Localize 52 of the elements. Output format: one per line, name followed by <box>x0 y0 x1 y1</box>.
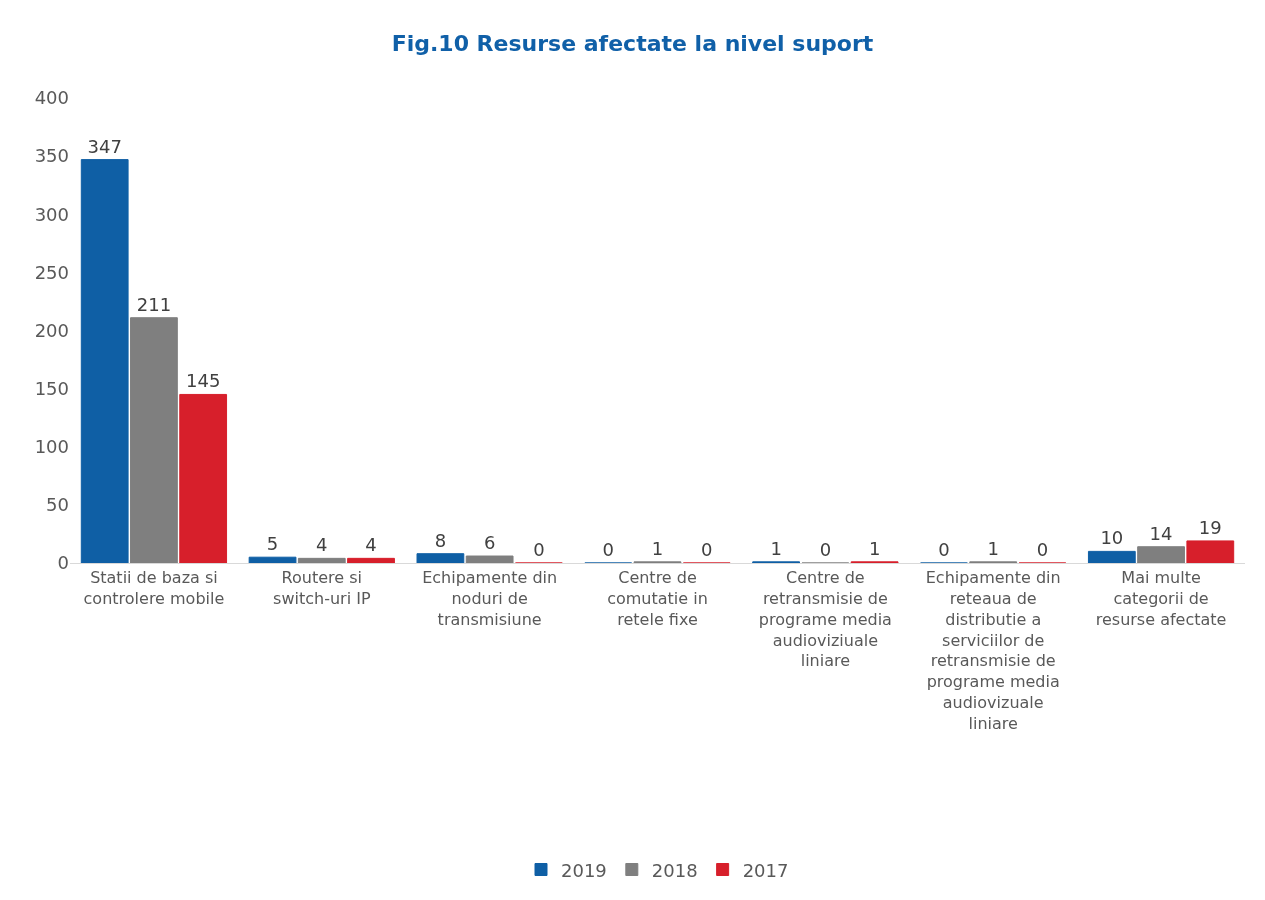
data-label: 145 <box>185 370 221 392</box>
data-label: 10 <box>1100 527 1124 549</box>
bar <box>248 556 297 563</box>
data-label: 0 <box>701 539 713 560</box>
data-label: 0 <box>938 539 950 560</box>
data-label: 5 <box>266 533 279 555</box>
data-label: 0 <box>533 539 545 560</box>
chart-title: Fig.10 Resurse afectate la nivel suport <box>391 31 874 57</box>
bar <box>80 159 129 563</box>
x-tick-label: Mai multe categorii de resurse afectate <box>1095 568 1227 629</box>
bar <box>179 393 228 563</box>
y-tick-label: 400 <box>34 87 69 109</box>
y-tick-label: 150 <box>34 377 69 399</box>
bar <box>416 553 465 563</box>
data-label: 211 <box>136 293 172 315</box>
bar <box>130 317 178 563</box>
data-label: 1 <box>987 537 999 559</box>
data-label: 4 <box>316 534 328 556</box>
x-tick-label: Centre de retransmisie de programe media audioviziuale liniare <box>758 568 892 671</box>
bar <box>1087 550 1136 563</box>
data-label: 0 <box>602 539 614 560</box>
legend-label: 2019 <box>561 859 607 881</box>
data-label: 1 <box>868 537 881 559</box>
x-tick-label: Statii de baza si controlere mobile <box>83 568 225 608</box>
data-label: 14 <box>1149 522 1173 544</box>
x-tick-label: Routere si switch-uri IP <box>273 568 371 608</box>
bar <box>1186 540 1235 563</box>
data-label: 6 <box>483 532 496 554</box>
legend-label: 2017 <box>742 859 789 881</box>
data-label: 4 <box>365 534 377 556</box>
data-label: 8 <box>434 529 447 551</box>
bar <box>297 557 346 563</box>
bar <box>347 557 395 563</box>
x-tick-label: Echipamente din reteaua de distributie a serviciilor de retransmisie de programe media audiovizuale liniare <box>925 568 1061 733</box>
y-tick-label: 300 <box>34 203 69 225</box>
y-tick-label: 0 <box>57 552 69 574</box>
data-label: 19 <box>1198 516 1222 538</box>
y-tick-label: 100 <box>34 436 69 458</box>
bar <box>1137 546 1185 563</box>
x-tick-label: Echipamente din noduri de transmisiune <box>422 568 558 629</box>
data-label: 1 <box>770 537 782 559</box>
data-label: 1 <box>651 537 664 559</box>
y-tick-label: 200 <box>34 319 69 341</box>
bar <box>465 555 514 563</box>
data-label: 0 <box>819 539 832 560</box>
y-tick-label: 350 <box>34 145 69 167</box>
data-label: 347 <box>87 135 122 157</box>
legend-label: 2018 <box>651 859 698 881</box>
data-label: 0 <box>1036 539 1049 560</box>
x-tick-label: Centre de comutatie in retele fixe <box>607 568 708 629</box>
y-tick-label: 50 <box>46 494 69 516</box>
y-tick-label: 250 <box>34 261 69 283</box>
